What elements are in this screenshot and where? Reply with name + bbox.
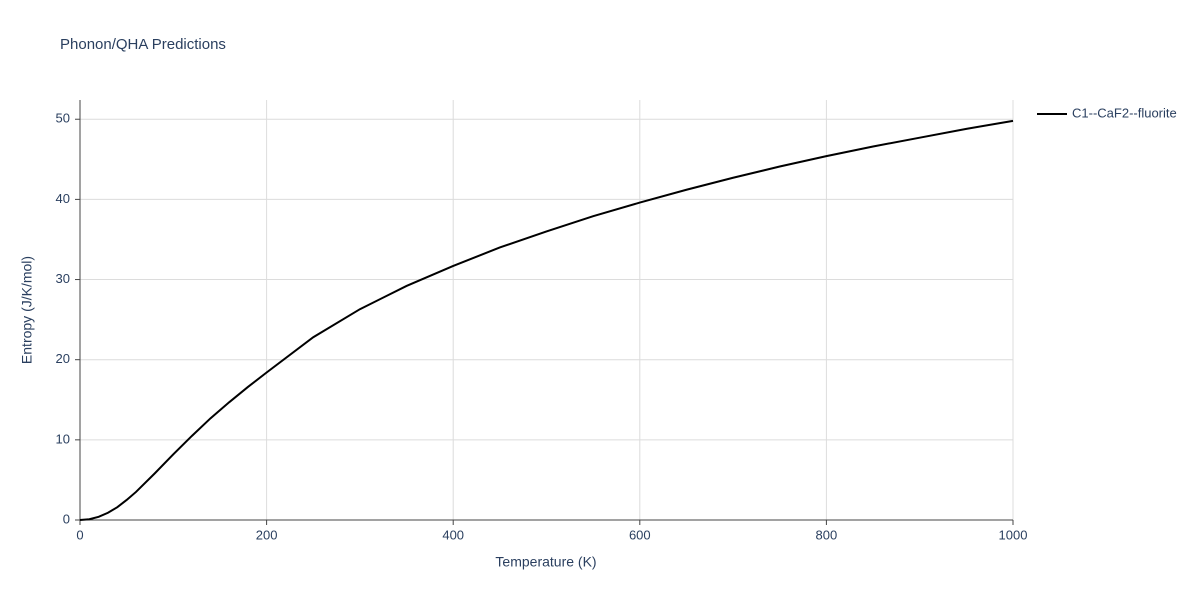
y-tick-label: 20 (56, 351, 70, 366)
y-tick-label: 10 (56, 431, 70, 446)
series-line (79, 119, 1014, 521)
y-tick-label: 40 (56, 191, 70, 206)
x-tick-label: 400 (442, 527, 464, 542)
y-tick-label: 30 (56, 271, 70, 286)
x-tick-label: 200 (256, 527, 278, 542)
y-tick-label: 0 (63, 511, 70, 526)
x-tick-label: 800 (816, 527, 838, 542)
x-tick-label: 600 (629, 527, 651, 542)
x-tick-label: 0 (76, 527, 83, 542)
chart-title: Phonon/QHA Predictions (60, 36, 226, 53)
legend-label: C1--CaF2--fluorite (1072, 105, 1177, 120)
x-tick-label: 1000 (999, 527, 1028, 542)
y-tick-label: 50 (56, 111, 70, 126)
x-axis-title: Temperature (K) (495, 554, 596, 570)
y-axis-title: Entropy (J/K/mol) (19, 256, 35, 364)
